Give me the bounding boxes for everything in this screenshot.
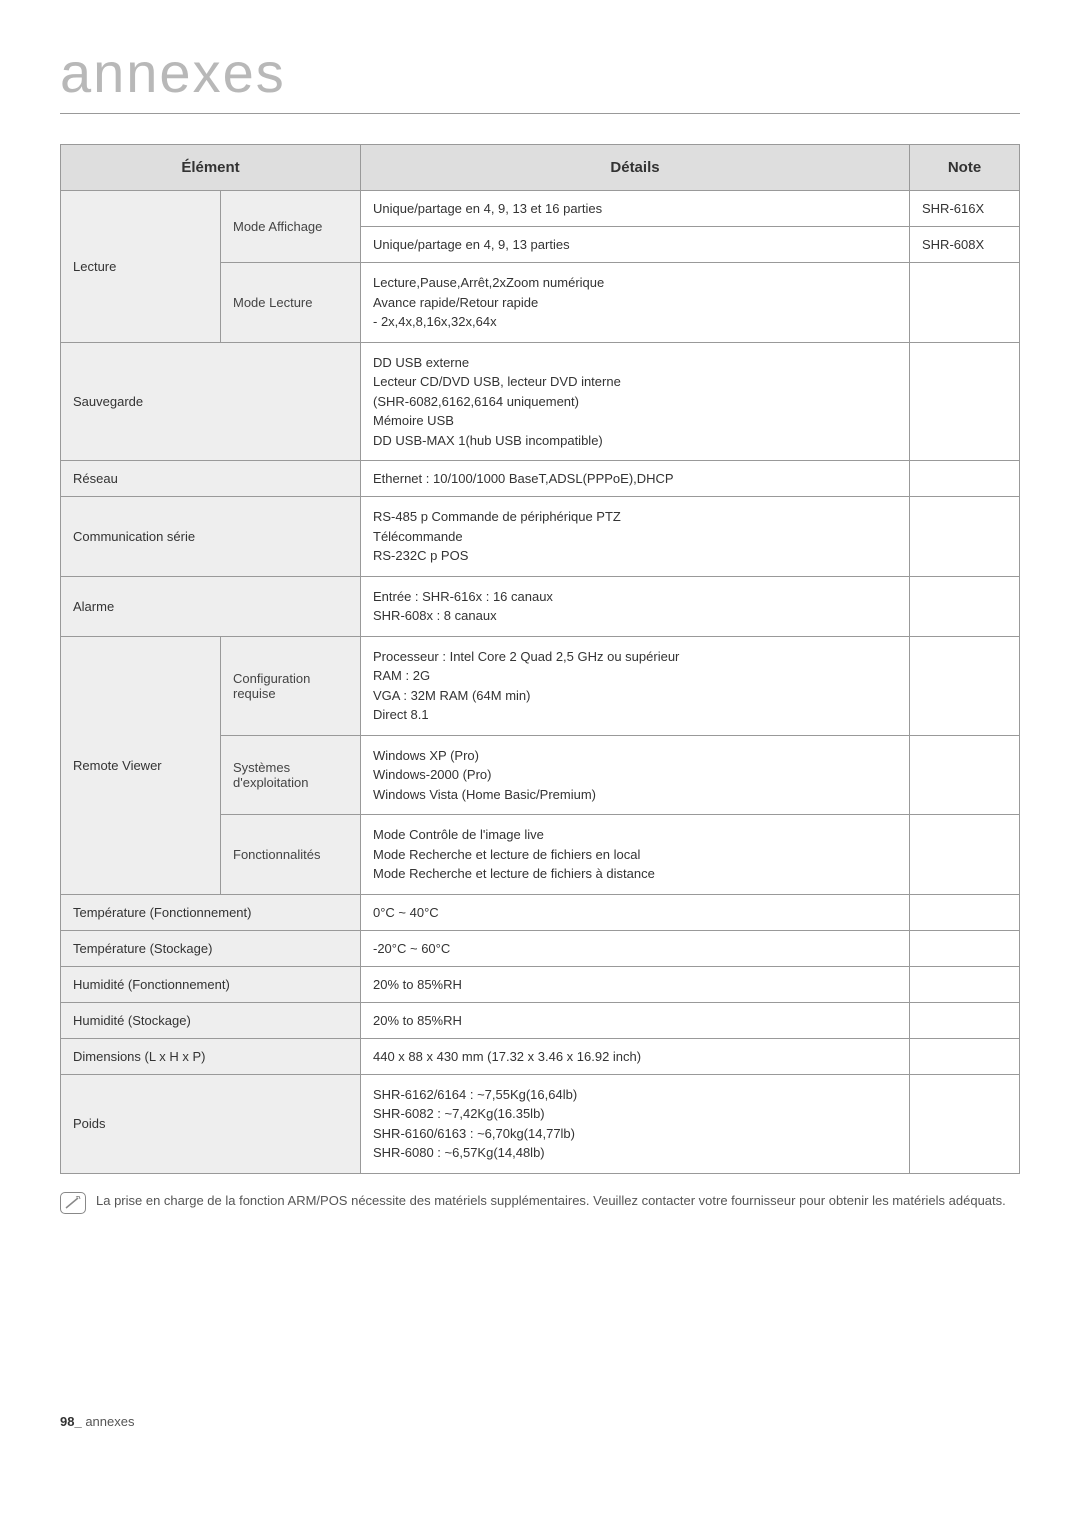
cell-detail: 0°C ~ 40°C (361, 894, 910, 930)
cell-config: Configuration requise (221, 636, 361, 735)
cell-lecture: Lecture (61, 191, 221, 343)
cell-detail: Entrée : SHR-616x : 16 canaux SHR-608x :… (361, 576, 910, 636)
cell-detail: Windows XP (Pro) Windows-2000 (Pro) Wind… (361, 735, 910, 815)
cell-detail: DD USB externe Lecteur CD/DVD USB, lecte… (361, 342, 910, 461)
cell-detail: Mode Contrôle de l'image live Mode Reche… (361, 815, 910, 895)
spec-table: Élément Détails Note Lecture Mode Affich… (60, 144, 1020, 1174)
cell-note (910, 735, 1020, 815)
table-row: Dimensions (L x H x P) 440 x 88 x 430 mm… (61, 1038, 1020, 1074)
table-row: Réseau Ethernet : 10/100/1000 BaseT,ADSL… (61, 461, 1020, 497)
table-row: Température (Fonctionnement) 0°C ~ 40°C (61, 894, 1020, 930)
table-row: Humidité (Fonctionnement) 20% to 85%RH (61, 966, 1020, 1002)
page-footer: 98_ annexes (60, 1414, 1020, 1429)
footer-label: annexes (82, 1414, 135, 1429)
cell-detail: SHR-6162/6164 : ~7,55Kg(16,64lb) SHR-608… (361, 1074, 910, 1173)
cell-note (910, 263, 1020, 343)
header-element: Élément (61, 145, 361, 191)
cell-note (910, 342, 1020, 461)
cell-reseau: Réseau (61, 461, 361, 497)
cell-systemes: Systèmes d'exploitation (221, 735, 361, 815)
cell-detail: Ethernet : 10/100/1000 BaseT,ADSL(PPPoE)… (361, 461, 910, 497)
cell-temp-stock: Température (Stockage) (61, 930, 361, 966)
cell-detail: RS-485 p Commande de périphérique PTZ Té… (361, 497, 910, 577)
cell-mode-lecture: Mode Lecture (221, 263, 361, 343)
page-title: annexes (60, 40, 1020, 114)
cell-note (910, 1038, 1020, 1074)
cell-detail: -20°C ~ 60°C (361, 930, 910, 966)
cell-detail: 20% to 85%RH (361, 966, 910, 1002)
cell-note: SHR-616X (910, 191, 1020, 227)
footnote-text: La prise en charge de la fonction ARM/PO… (96, 1192, 1006, 1210)
header-details: Détails (361, 145, 910, 191)
table-row: Poids SHR-6162/6164 : ~7,55Kg(16,64lb) S… (61, 1074, 1020, 1173)
cell-note (910, 636, 1020, 735)
table-row: Température (Stockage) -20°C ~ 60°C (61, 930, 1020, 966)
table-row: Remote Viewer Configuration requise Proc… (61, 636, 1020, 735)
cell-sauvegarde: Sauvegarde (61, 342, 361, 461)
cell-detail: Unique/partage en 4, 9, 13 et 16 parties (361, 191, 910, 227)
cell-detail: 440 x 88 x 430 mm (17.32 x 3.46 x 16.92 … (361, 1038, 910, 1074)
cell-note (910, 1074, 1020, 1173)
cell-note (910, 1002, 1020, 1038)
cell-detail: Processeur : Intel Core 2 Quad 2,5 GHz o… (361, 636, 910, 735)
cell-note (910, 930, 1020, 966)
note-icon (60, 1192, 86, 1214)
cell-alarme: Alarme (61, 576, 361, 636)
cell-detail: 20% to 85%RH (361, 1002, 910, 1038)
cell-fonctionnalites: Fonctionnalités (221, 815, 361, 895)
cell-note (910, 576, 1020, 636)
cell-mode-affichage: Mode Affichage (221, 191, 361, 263)
cell-note (910, 815, 1020, 895)
table-row: Lecture Mode Affichage Unique/partage en… (61, 191, 1020, 227)
cell-note: SHR-608X (910, 227, 1020, 263)
cell-humid-fonc: Humidité (Fonctionnement) (61, 966, 361, 1002)
cell-note (910, 966, 1020, 1002)
cell-humid-stock: Humidité (Stockage) (61, 1002, 361, 1038)
table-row: Alarme Entrée : SHR-616x : 16 canaux SHR… (61, 576, 1020, 636)
cell-temp-fonc: Température (Fonctionnement) (61, 894, 361, 930)
cell-note (910, 497, 1020, 577)
table-row: Communication série RS-485 p Commande de… (61, 497, 1020, 577)
cell-note (910, 461, 1020, 497)
table-row: Humidité (Stockage) 20% to 85%RH (61, 1002, 1020, 1038)
page-number: 98_ (60, 1414, 82, 1429)
cell-communication: Communication série (61, 497, 361, 577)
cell-poids: Poids (61, 1074, 361, 1173)
table-header-row: Élément Détails Note (61, 145, 1020, 191)
table-row: Sauvegarde DD USB externe Lecteur CD/DVD… (61, 342, 1020, 461)
header-note: Note (910, 145, 1020, 191)
cell-note (910, 894, 1020, 930)
cell-detail: Lecture,Pause,Arrêt,2xZoom numérique Ava… (361, 263, 910, 343)
cell-dimensions: Dimensions (L x H x P) (61, 1038, 361, 1074)
cell-remote-viewer: Remote Viewer (61, 636, 221, 894)
footnote: La prise en charge de la fonction ARM/PO… (60, 1192, 1020, 1214)
cell-detail: Unique/partage en 4, 9, 13 parties (361, 227, 910, 263)
